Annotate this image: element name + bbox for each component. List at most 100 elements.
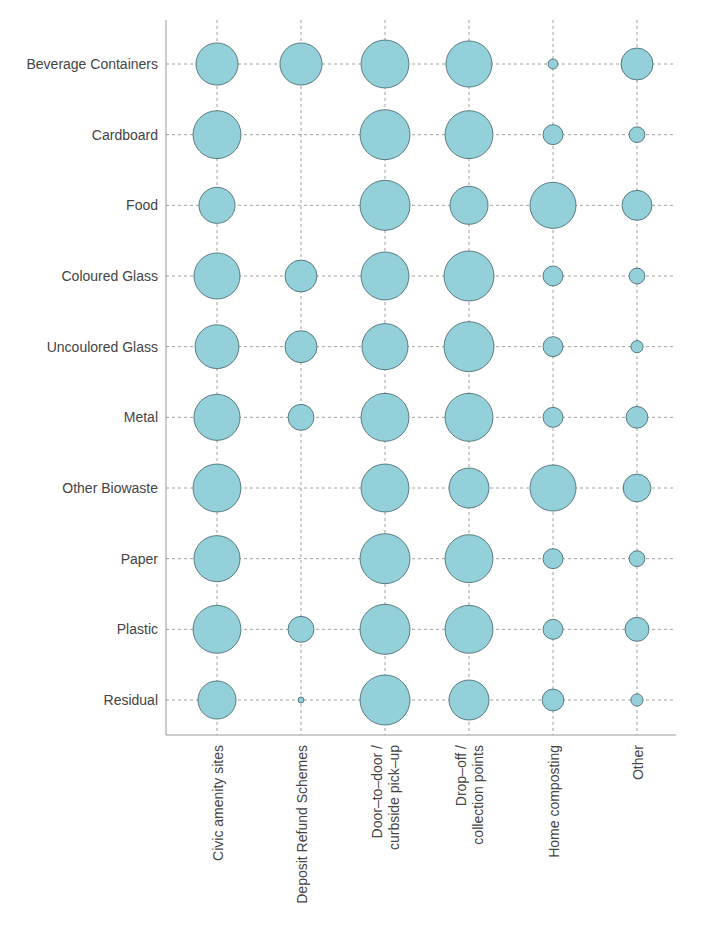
bubble xyxy=(280,43,322,85)
bubble xyxy=(449,680,489,720)
tick-label: Food xyxy=(126,197,158,213)
bubble xyxy=(449,468,489,508)
bubble xyxy=(288,616,314,642)
bubble xyxy=(622,190,652,220)
grid-line xyxy=(166,276,676,277)
bubble xyxy=(629,551,645,567)
bubble xyxy=(543,125,563,145)
bubble xyxy=(285,260,317,292)
tick-label: Door–to–door /curbside pick–up xyxy=(369,745,402,850)
grid xyxy=(166,20,676,735)
bubble xyxy=(194,536,240,582)
bubble xyxy=(198,681,236,719)
tick-label: Coloured Glass xyxy=(62,268,159,284)
x-axis: Civic amenity sites Deposit Refund Scheme… xyxy=(166,735,676,904)
tick: Plastic xyxy=(117,621,166,637)
bubble xyxy=(360,110,410,160)
tick-label: Beverage Containers xyxy=(26,56,158,72)
bubble xyxy=(446,41,492,87)
tick-label-line: Drop–off / xyxy=(453,745,469,806)
bubble xyxy=(194,253,240,299)
tick-label: Plastic xyxy=(117,621,158,637)
tick: Other xyxy=(630,735,646,780)
tick-label: Drop–off /collection points xyxy=(453,745,486,845)
tick-label: Civic amenity sites xyxy=(210,745,226,861)
bubble xyxy=(360,180,410,230)
grid-line xyxy=(166,134,676,135)
bubble xyxy=(361,393,409,441)
tick: Uncoulored Glass xyxy=(47,339,166,355)
grid-line xyxy=(166,205,676,206)
bubble xyxy=(623,474,651,502)
tick-label-line: Home composting xyxy=(546,745,562,858)
bubble xyxy=(629,127,645,143)
tick-label: Uncoulored Glass xyxy=(47,339,158,355)
tick: Food xyxy=(126,197,166,213)
bubble xyxy=(288,404,314,430)
tick: Drop–off /collection points xyxy=(453,735,486,845)
bubble xyxy=(530,465,576,511)
bubble xyxy=(195,325,239,369)
tick: Door–to–door /curbside pick–up xyxy=(369,735,402,850)
bubble xyxy=(360,604,410,654)
tick: Residual xyxy=(104,692,166,708)
bubble xyxy=(530,182,576,228)
tick: Metal xyxy=(124,409,166,425)
axis-line xyxy=(166,20,167,735)
bubble xyxy=(626,406,648,428)
bubble xyxy=(285,331,317,363)
grid-line xyxy=(166,629,676,630)
tick: Paper xyxy=(121,551,166,567)
tick-label: Metal xyxy=(124,409,158,425)
tick-label: Deposit Refund Schemes xyxy=(294,745,310,904)
tick: Deposit Refund Schemes xyxy=(294,735,310,904)
bubbles xyxy=(193,40,653,725)
tick-label: Other Biowaste xyxy=(62,480,158,496)
bubble xyxy=(543,337,563,357)
bubble xyxy=(445,535,493,583)
grid-line xyxy=(166,64,676,65)
bubble xyxy=(445,111,493,159)
bubble xyxy=(298,697,304,703)
tick-label: Cardboard xyxy=(92,127,158,143)
bubble xyxy=(199,187,235,223)
bubble xyxy=(362,324,408,370)
tick: Civic amenity sites xyxy=(210,735,226,861)
grid-line xyxy=(166,346,676,347)
tick: Cardboard xyxy=(92,127,166,143)
tick-label-line: curbside pick–up xyxy=(386,745,402,850)
bubble xyxy=(542,689,564,711)
grid-line xyxy=(166,700,676,701)
tick-label: Home composting xyxy=(546,745,562,858)
tick-label-line: Door–to–door / xyxy=(369,745,385,839)
grid-line xyxy=(166,488,676,489)
bubble xyxy=(543,549,563,569)
tick-label: Residual xyxy=(104,692,158,708)
tick-label: Other xyxy=(630,745,646,780)
chart: Beverage Containers Cardboard Food Coloured… xyxy=(0,0,712,927)
bubble xyxy=(548,59,558,69)
bubble xyxy=(361,40,409,88)
tick: Coloured Glass xyxy=(62,268,167,284)
tick-label: Paper xyxy=(121,551,159,567)
bubble xyxy=(631,341,643,353)
bubble xyxy=(621,48,653,80)
bubble xyxy=(444,251,494,301)
bubble xyxy=(193,605,241,653)
tick: Beverage Containers xyxy=(26,56,166,72)
y-axis: Beverage Containers Cardboard Food Coloured… xyxy=(26,20,166,735)
tick-label-line: Deposit Refund Schemes xyxy=(294,745,310,904)
bubble xyxy=(631,694,643,706)
bubble xyxy=(360,534,410,584)
bubble xyxy=(445,393,493,441)
grid-line xyxy=(166,417,676,418)
tick-label-line: collection points xyxy=(470,745,486,845)
bubble xyxy=(361,252,409,300)
tick: Other Biowaste xyxy=(62,480,166,496)
bubble xyxy=(543,407,563,427)
bubble xyxy=(445,605,493,653)
bubble xyxy=(629,268,645,284)
bubble xyxy=(543,266,563,286)
bubble xyxy=(543,619,563,639)
bubble xyxy=(360,675,410,725)
